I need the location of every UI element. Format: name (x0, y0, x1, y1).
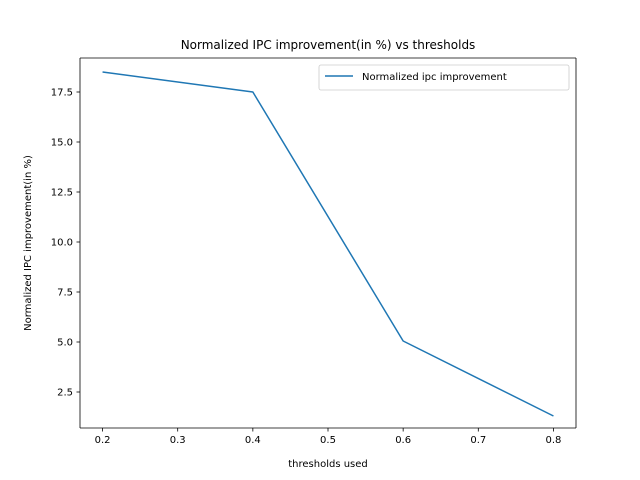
plot-area (80, 58, 576, 428)
x-tick-label: 0.3 (170, 435, 186, 446)
legend: Normalized ipc improvement (318, 64, 570, 91)
x-tick-label: 0.4 (245, 435, 261, 446)
x-tick-label: 0.6 (395, 435, 411, 446)
y-tick-label: 12.5 (51, 188, 73, 199)
legend-label-normalized-ipc-improvement: Normalized ipc improvement (362, 72, 507, 83)
x-axis-label: thresholds used (288, 459, 368, 470)
y-tick-label: 10.0 (51, 238, 73, 249)
legend-box (318, 64, 570, 91)
series-line-0 (102, 71, 554, 417)
x-axis-ticks: 0.2 0.3 0.4 0.5 0.6 0.7 0.8 (95, 428, 562, 446)
y-axis-ticks: 2.5 5.0 7.5 10.0 12.5 15.0 17.5 (51, 88, 80, 399)
x-tick-label: 0.2 (95, 435, 111, 446)
y-axis-label: Normalized IPC improvement(in %) (23, 155, 34, 331)
y-tick-label: 5.0 (57, 338, 73, 349)
y-tick-label: 2.5 (57, 388, 73, 399)
x-tick-label: 0.5 (320, 435, 336, 446)
series-layer (102, 71, 554, 417)
x-tick-label: 0.7 (470, 435, 486, 446)
chart-title: Normalized IPC improvement(in %) vs thre… (181, 38, 476, 52)
x-tick-label: 0.8 (546, 435, 562, 446)
y-tick-label: 15.0 (51, 138, 73, 149)
y-tick-label: 7.5 (57, 288, 73, 299)
y-tick-label: 17.5 (51, 88, 73, 99)
